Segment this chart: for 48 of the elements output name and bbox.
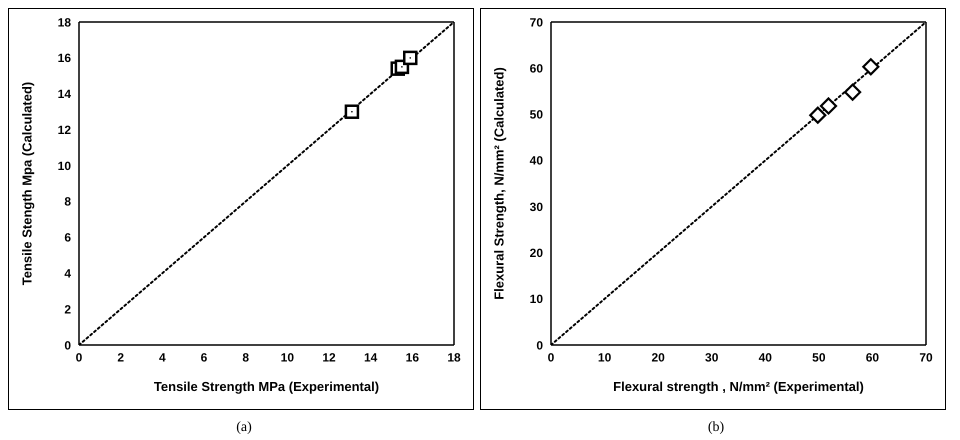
y-tick-label: 70 [530,15,544,30]
y-tick-label: 2 [64,302,72,316]
x-tick-label: 50 [812,350,826,365]
y-tick-label: 6 [64,230,72,245]
y-tick-label: 10 [58,158,72,173]
y-tick-label: 40 [530,154,544,168]
y-axis-title: Flexural Strength, N/mm² (Calculated) [492,67,507,300]
y-axis-title: Tensile Stength Mpa (Calculated) [20,82,35,286]
y-tick-label: 30 [530,200,544,214]
x-tick-label: 4 [158,350,166,365]
point [844,84,862,101]
point [403,50,418,66]
x-tick-label: 60 [866,350,880,365]
point [862,58,880,76]
x-tick-label: 0 [76,350,83,365]
x-tick-label: 70 [919,350,933,365]
x-tick-label: 12 [322,350,336,365]
point [820,97,838,115]
x-tick-label: 10 [280,350,294,365]
x-tick-label: 30 [705,350,719,365]
y-tick-label: 10 [530,292,544,306]
x-tick-label: 8 [242,350,250,365]
y-tick-label: 14 [58,87,72,102]
x-axis-title: Flexural strength , N/mm² (Experimental) [613,379,864,394]
x-tick-label: 0 [548,350,555,365]
y-tick-label: 20 [530,246,544,260]
x-tick-label: 14 [364,350,378,365]
x-tick-label: 16 [406,350,420,365]
y-tick-label: 4 [64,266,72,280]
y-tick-label: 18 [58,15,72,30]
y-tick-label: 8 [64,194,72,209]
y-tick-label: 60 [530,61,544,76]
point [809,106,826,124]
x-tick-label: 6 [200,350,208,365]
text: (a) [235,420,253,436]
text: (b) [706,420,726,436]
x-axis-title: Tensile Strength MPa (Experimental) [154,379,380,394]
x-tick-label: 40 [758,350,772,365]
y-tick-label: 12 [58,122,72,137]
y-tick-label: 0 [536,338,544,352]
point [344,104,360,119]
x-tick-label: 18 [447,350,461,365]
y-tick-label: 0 [64,338,72,352]
y-tick-label: 16 [58,51,72,66]
x-tick-label: 10 [598,350,612,365]
x-tick-label: 20 [651,350,666,365]
y-tick-label: 50 [530,108,544,122]
x-tick-label: 2 [117,350,124,365]
